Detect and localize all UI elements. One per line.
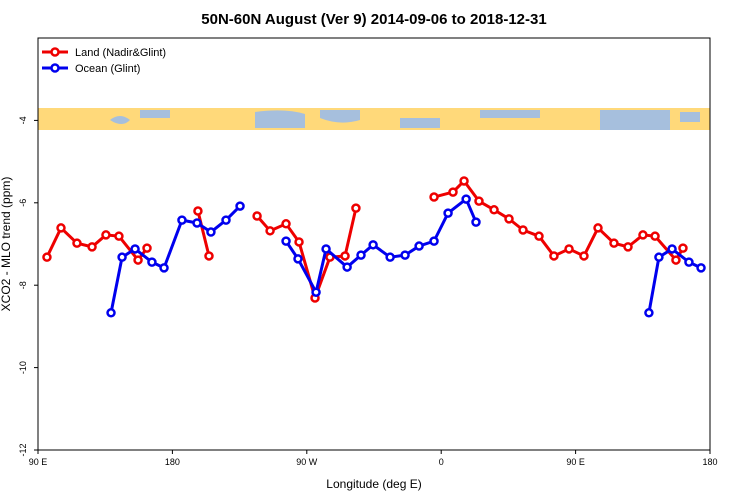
- point: [177, 215, 187, 225]
- point: [623, 242, 633, 252]
- point: [252, 211, 262, 221]
- y-axis-label: XCO2 - MLO trend (ppm): [0, 177, 13, 312]
- point: [159, 263, 169, 273]
- point: [204, 251, 214, 261]
- x-tick-label: 90 W: [296, 457, 318, 467]
- point: [549, 251, 559, 261]
- point: [609, 238, 619, 248]
- legend-label: Ocean (Glint): [75, 63, 140, 75]
- point: [101, 230, 111, 240]
- point: [321, 244, 331, 254]
- point: [534, 231, 544, 241]
- legend-marker: [50, 47, 60, 57]
- y-tick-label: -4: [18, 116, 28, 124]
- point: [87, 242, 97, 252]
- point: [638, 230, 648, 240]
- x-tick-label: 180: [702, 457, 717, 467]
- point: [114, 231, 124, 241]
- point: [356, 250, 366, 260]
- point: [293, 254, 303, 264]
- point: [667, 244, 677, 254]
- point: [459, 176, 469, 186]
- x-tick-label: 90 E: [566, 457, 585, 467]
- point: [696, 263, 706, 273]
- plot-frame: [37, 37, 711, 451]
- point: [443, 208, 453, 218]
- point: [342, 262, 352, 272]
- point: [448, 187, 458, 197]
- x-axis-label: Longitude (deg E): [326, 477, 421, 491]
- point: [72, 238, 82, 248]
- point: [147, 257, 157, 267]
- point: [654, 252, 664, 262]
- point: [265, 226, 275, 236]
- point: [593, 223, 603, 233]
- y-tick-label: -10: [18, 361, 28, 374]
- point: [42, 252, 52, 262]
- point: [56, 223, 66, 233]
- x-tick-label: 180: [165, 457, 180, 467]
- point: [117, 252, 127, 262]
- point: [414, 241, 424, 251]
- point: [471, 217, 481, 227]
- legend-marker: [50, 63, 60, 73]
- point: [281, 219, 291, 229]
- point: [678, 243, 688, 253]
- point: [130, 244, 140, 254]
- point: [504, 214, 514, 224]
- point: [400, 250, 410, 260]
- point: [192, 218, 202, 228]
- point: [221, 215, 231, 225]
- point: [206, 227, 216, 237]
- point: [294, 237, 304, 247]
- point: [671, 255, 681, 265]
- point: [684, 257, 694, 267]
- point: [489, 205, 499, 215]
- y-tick-label: -12: [18, 443, 28, 456]
- legend-label: Land (Nadir&Glint): [75, 47, 166, 59]
- point: [644, 308, 654, 318]
- map-strip: [38, 108, 710, 130]
- point: [429, 236, 439, 246]
- y-tick-label: -6: [18, 199, 28, 207]
- point: [351, 203, 361, 213]
- point: [340, 251, 350, 261]
- point: [564, 244, 574, 254]
- point: [281, 236, 291, 246]
- point: [461, 194, 471, 204]
- y-tick-label: -8: [18, 281, 28, 289]
- point: [650, 231, 660, 241]
- series-line: [45, 179, 685, 300]
- point: [235, 201, 245, 211]
- point: [193, 206, 203, 216]
- point: [368, 240, 378, 250]
- x-tick-label: 90 E: [29, 457, 48, 467]
- point: [429, 192, 439, 202]
- chart-title: 50N-60N August (Ver 9) 2014-09-06 to 201…: [201, 11, 546, 28]
- point: [133, 255, 143, 265]
- point: [385, 252, 395, 262]
- point: [106, 308, 116, 318]
- point: [311, 287, 321, 297]
- x-tick-label: 0: [439, 457, 444, 467]
- point: [142, 243, 152, 253]
- point: [518, 225, 528, 235]
- point: [579, 251, 589, 261]
- point: [474, 196, 484, 206]
